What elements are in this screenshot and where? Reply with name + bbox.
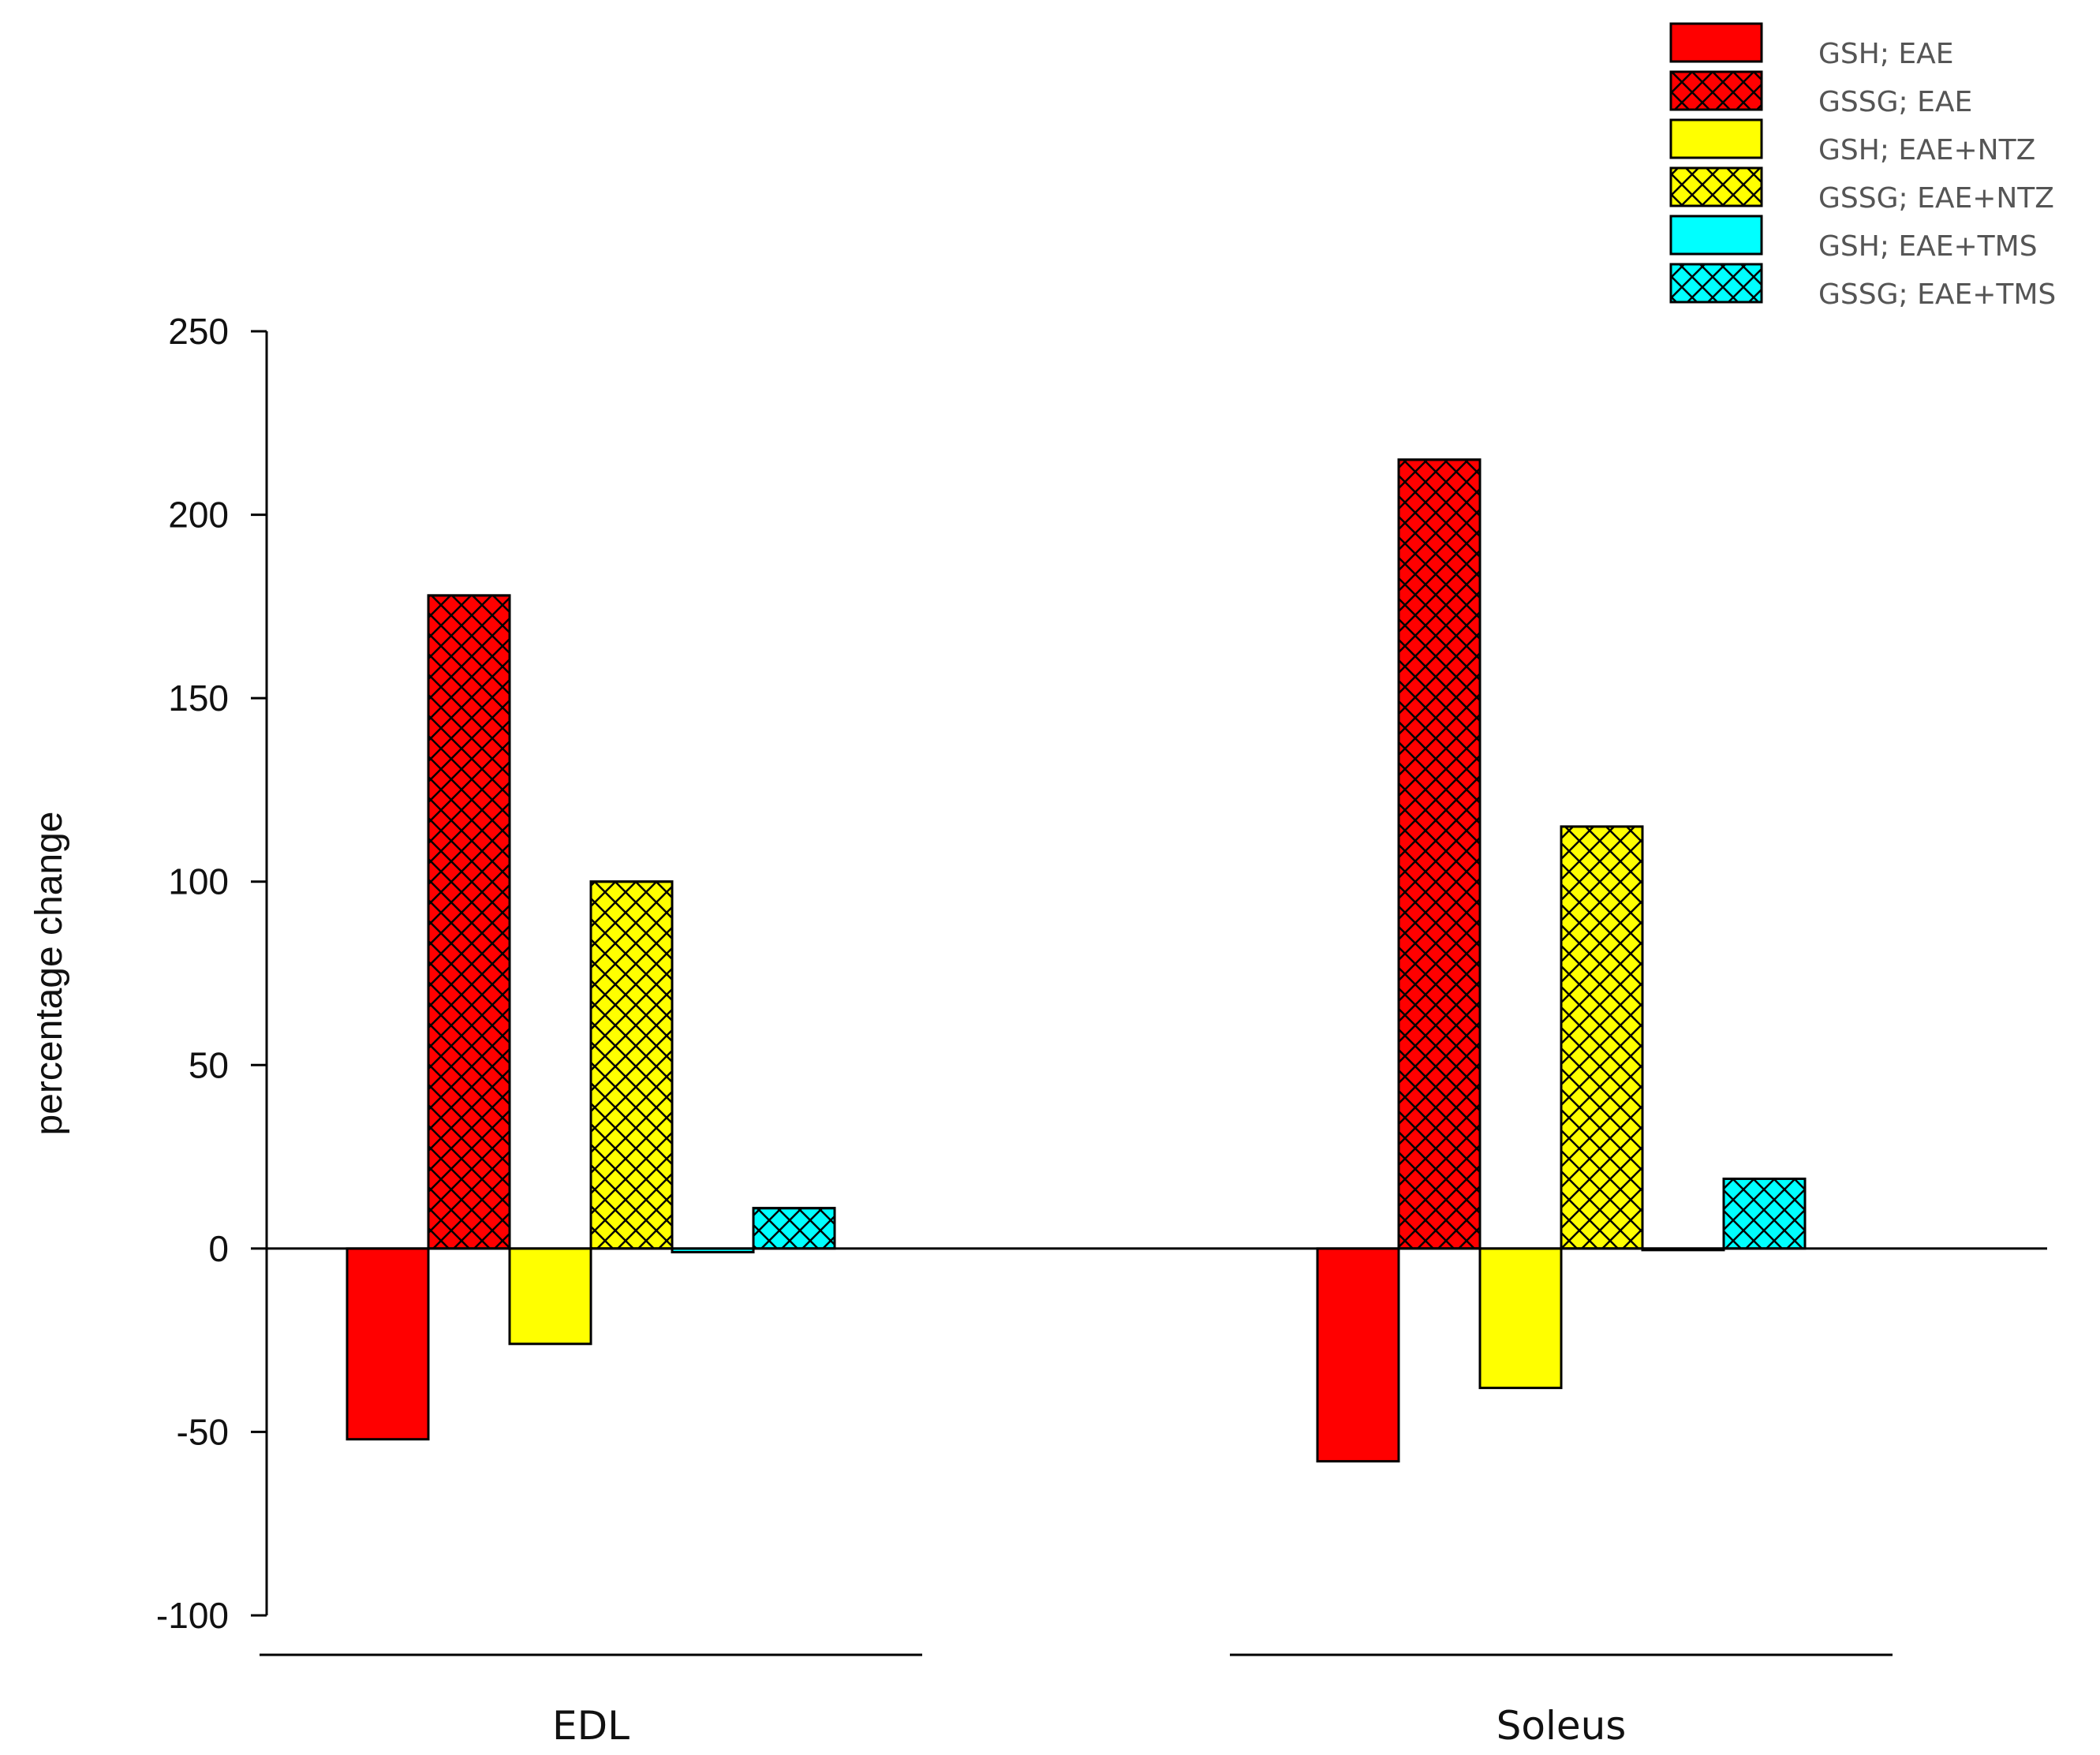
legend-label-2: GSH; EAE+NTZ: [1818, 134, 2035, 166]
legend-swatch-0: [1669, 22, 1763, 63]
legend-label-4: GSH; EAE+TMS: [1818, 230, 2038, 263]
bar-hatch-soleus-1: [1397, 458, 1482, 1250]
legend-label-0: GSH; EAE: [1818, 38, 1954, 70]
bar-hatch-edl-5: [752, 1207, 836, 1250]
y-tick-label: 200: [168, 495, 229, 536]
legend-label-1: GSSG; EAE: [1818, 86, 1972, 118]
legend-swatch-2: [1669, 118, 1763, 159]
bar-edl-2: [508, 1247, 592, 1346]
y-tick-label: 150: [168, 678, 229, 719]
bar-hatch-soleus-3: [1560, 825, 1644, 1250]
bar-soleus-2: [1478, 1247, 1563, 1390]
y-tick-label: 250: [168, 311, 229, 352]
legend-swatch-hatch-5: [1669, 263, 1763, 304]
y-tick-label: 50: [189, 1044, 229, 1085]
bar-soleus-0: [1316, 1247, 1400, 1463]
bar-edl-0: [346, 1247, 430, 1441]
y-axis-title: percentage change: [28, 812, 70, 1136]
y-tick-label: -100: [156, 1595, 229, 1636]
bar-hatch-edl-3: [589, 880, 674, 1250]
legend-swatch-hatch-3: [1669, 166, 1763, 207]
bar-hatch-edl-1: [427, 594, 511, 1250]
legend-swatch-hatch-1: [1669, 70, 1763, 111]
y-tick-label: 0: [208, 1228, 229, 1269]
category-label-edl: EDL: [552, 1703, 630, 1749]
legend-swatch-4: [1669, 215, 1763, 256]
y-tick-label: 100: [168, 861, 229, 902]
category-label-soleus: Soleus: [1497, 1703, 1627, 1749]
legend-label-3: GSSG; EAE+NTZ: [1818, 182, 2054, 215]
bar-hatch-soleus-5: [1722, 1177, 1807, 1250]
y-tick-label: -50: [177, 1411, 229, 1452]
legend-label-5: GSSG; EAE+TMS: [1818, 278, 2056, 311]
